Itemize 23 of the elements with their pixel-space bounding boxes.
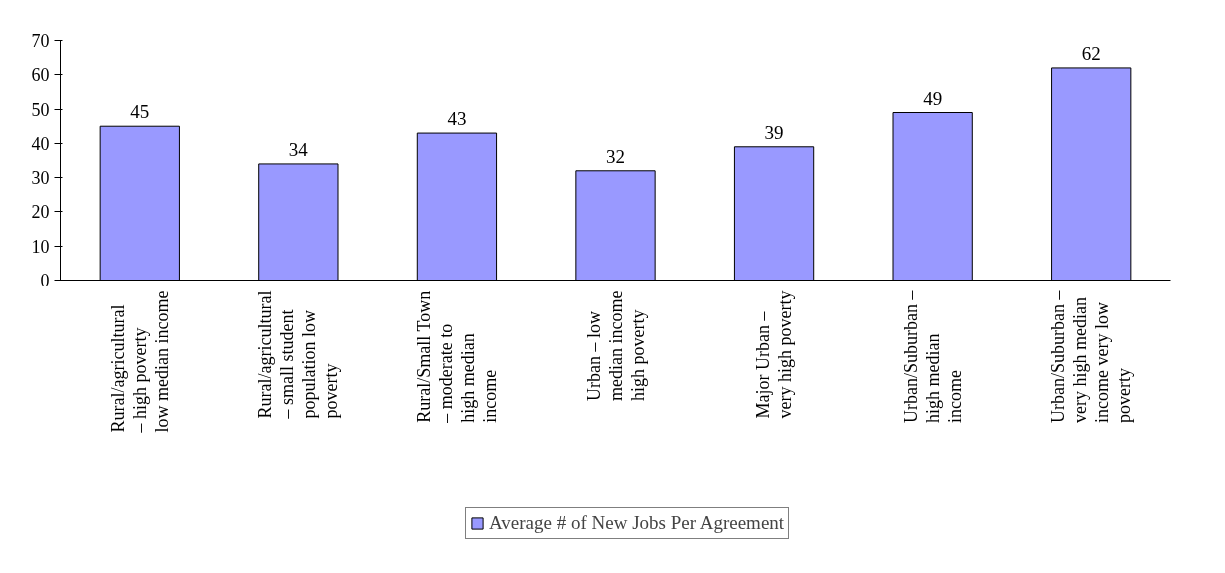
data-label: 45 [130,101,150,123]
data-label: 49 [923,87,943,109]
data-label: 34 [288,138,309,160]
x-tick-label: Rural/Small Town – moderate to high median income [413,290,500,424]
y-tick-label: 50 [31,99,50,120]
x-tick-label: Urban – low median income high poverty [583,290,648,401]
y-tick-label: 10 [31,236,50,257]
x-tick-label: Rural/agricultural – small student population low poverty [255,290,342,420]
y-tick-label: 30 [31,168,50,189]
data-label: 43 [447,108,467,130]
y-tick-label: 60 [31,65,50,86]
x-tick-label: Rural/agricultural – high poverty low median income [107,290,172,434]
y-tick-label: 0 [40,270,50,291]
x-tick-label: Urban/Suburban – very high median income very low poverty [1048,289,1135,423]
data-label: 32 [606,145,625,167]
y-tick-label: 70 [31,31,50,51]
data-label: 62 [1081,42,1101,64]
data-label: 39 [764,121,784,143]
legend-label: Average # of New Jobs Per Agreement [489,512,785,534]
y-tick-label: 40 [31,133,50,154]
x-tick-label: Major Urban – very high poverty [753,290,796,419]
x-tick-label: Urban/Suburban – high median income [900,289,965,423]
y-tick-label: 20 [31,202,50,223]
